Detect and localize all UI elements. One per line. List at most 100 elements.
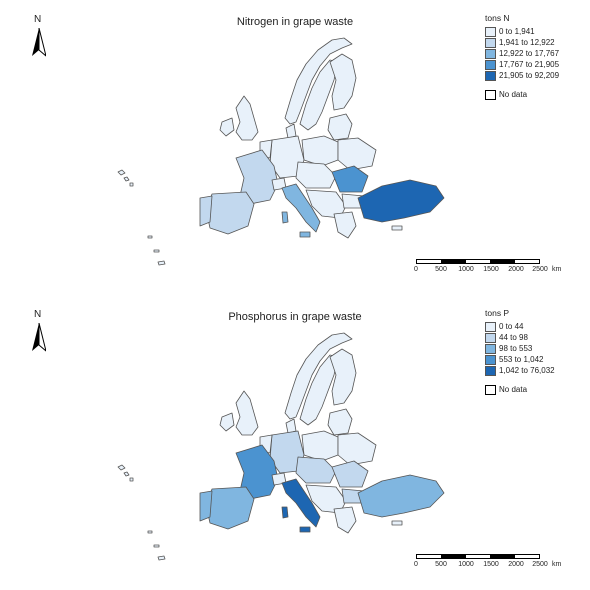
region-baltics (327, 408, 353, 436)
region-norway (284, 37, 353, 125)
scale-bar-graphic (416, 554, 540, 559)
scale-unit-label: km (552, 561, 562, 568)
north-label: N (34, 309, 42, 320)
north-arrow: N (30, 309, 50, 359)
legend-title: tons P (485, 308, 510, 318)
region-central-europe (295, 456, 337, 484)
region-ukraine (337, 432, 377, 466)
scale-bar: 0 500 1000 1500 2000 2500 km (414, 259, 566, 276)
region-ireland (219, 412, 235, 432)
scale-bar-labels: 0 500 1000 1500 2000 2500 km (414, 561, 566, 571)
legend-swatch (485, 48, 496, 59)
legend-swatch (485, 26, 496, 37)
north-arrow-icon (32, 323, 46, 352)
scale-tick-label: 1000 (458, 266, 474, 273)
scale-bar-graphic (416, 259, 540, 264)
region-spain (205, 486, 255, 530)
region-cyprus (391, 225, 403, 231)
scale-tick-label: 2500 (532, 561, 548, 568)
region-finland (329, 53, 357, 111)
region-denmark (285, 418, 297, 434)
scale-tick-label: 0 (414, 561, 418, 568)
region-sardinia (281, 211, 289, 224)
region-sardinia (281, 506, 289, 519)
legend-swatch (485, 343, 496, 354)
region-spain (205, 191, 255, 235)
legend-label: 12,922 to 17,767 (499, 49, 560, 58)
legend-class-5: 1,042 to 76,032 (485, 365, 555, 376)
legend-label: 98 to 553 (499, 344, 533, 353)
north-label: N (34, 14, 42, 25)
legend-swatch (485, 321, 496, 332)
scale-tick-label: 500 (435, 266, 447, 273)
legend-swatch (485, 89, 496, 100)
legend-label: 553 to 1,042 (499, 355, 544, 364)
region-turkey (357, 179, 445, 223)
legend-label: 0 to 1,941 (499, 27, 535, 36)
region-ireland (219, 117, 235, 137)
legend-class-3: 12,922 to 17,767 (485, 48, 559, 59)
region-romania (331, 460, 369, 488)
region-poland (301, 430, 339, 462)
north-arrow: N (30, 14, 50, 64)
legend-label: 1,941 to 12,922 (499, 38, 555, 47)
region-baltics (327, 113, 353, 141)
scale-bar: 0 500 1000 1500 2000 2500 km (414, 554, 566, 571)
region-denmark (285, 123, 297, 139)
legend-no-data: No data (485, 384, 555, 395)
legend-label: No data (499, 90, 528, 99)
scale-tick-label: 2500 (532, 266, 548, 273)
phosphorus-map-panel: Phosphorus in grape waste N (0, 295, 590, 590)
map-title: Phosphorus in grape waste (228, 311, 362, 323)
legend-class-1: 0 to 44 (485, 321, 555, 332)
scale-unit-label: km (552, 266, 562, 273)
legend-swatch (485, 332, 496, 343)
scale-tick-label: 2000 (508, 266, 524, 273)
legend-class-1: 0 to 1,941 (485, 26, 559, 37)
region-greece (333, 211, 357, 239)
region-greece (333, 506, 357, 534)
legend-class-2: 44 to 98 (485, 332, 555, 343)
region-italy (281, 183, 321, 233)
legend-swatch (485, 59, 496, 70)
scale-tick-label: 0 (414, 266, 418, 273)
legend-class-4: 17,767 to 21,905 (485, 59, 559, 70)
legend-title: tons N (485, 13, 510, 23)
region-cyprus (391, 520, 403, 526)
region-ukraine (337, 137, 377, 171)
region-portugal (199, 195, 213, 227)
legend-swatch (485, 384, 496, 395)
scale-tick-label: 2000 (508, 561, 524, 568)
scale-tick-label: 500 (435, 561, 447, 568)
nitrogen-legend: tons N 0 to 1,941 1,941 to 12,922 12,922… (485, 13, 559, 100)
phosphorus-choropleth-map (117, 332, 445, 561)
legend-label: No data (499, 385, 528, 394)
scale-tick-label: 1500 (483, 561, 499, 568)
region-portugal (199, 490, 213, 522)
region-united-kingdom (235, 95, 259, 141)
legend-label: 44 to 98 (499, 333, 528, 342)
scale-bar-labels: 0 500 1000 1500 2000 2500 km (414, 266, 566, 276)
scale-tick-label: 1500 (483, 266, 499, 273)
region-france (235, 149, 279, 205)
legend-label: 0 to 44 (499, 322, 524, 331)
region-finland (329, 348, 357, 406)
region-romania (331, 165, 369, 193)
region-atlantic-islands (117, 169, 134, 187)
legend-class-4: 553 to 1,042 (485, 354, 555, 365)
legend-swatch (485, 365, 496, 376)
legend-label: 21,905 to 92,209 (499, 71, 560, 80)
legend-swatch (485, 37, 496, 48)
region-turkey (357, 474, 445, 518)
region-central-europe (295, 161, 337, 189)
region-canary-islands (147, 530, 166, 561)
region-poland (301, 135, 339, 167)
legend-label: 17,767 to 21,905 (499, 60, 560, 69)
region-norway (284, 332, 353, 420)
region-italy (281, 478, 321, 528)
region-france (235, 444, 279, 500)
region-sicily (299, 526, 311, 533)
nitrogen-map-panel: Nitrogen in grape waste N (30, 13, 566, 276)
region-atlantic-islands (117, 464, 134, 482)
legend-no-data: No data (485, 89, 559, 100)
